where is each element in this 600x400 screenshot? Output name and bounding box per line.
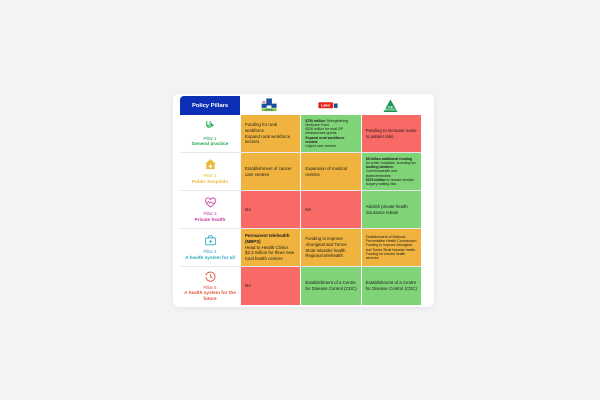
svg-text:Labor: Labor bbox=[322, 104, 332, 108]
svg-text:THE: THE bbox=[388, 105, 394, 109]
